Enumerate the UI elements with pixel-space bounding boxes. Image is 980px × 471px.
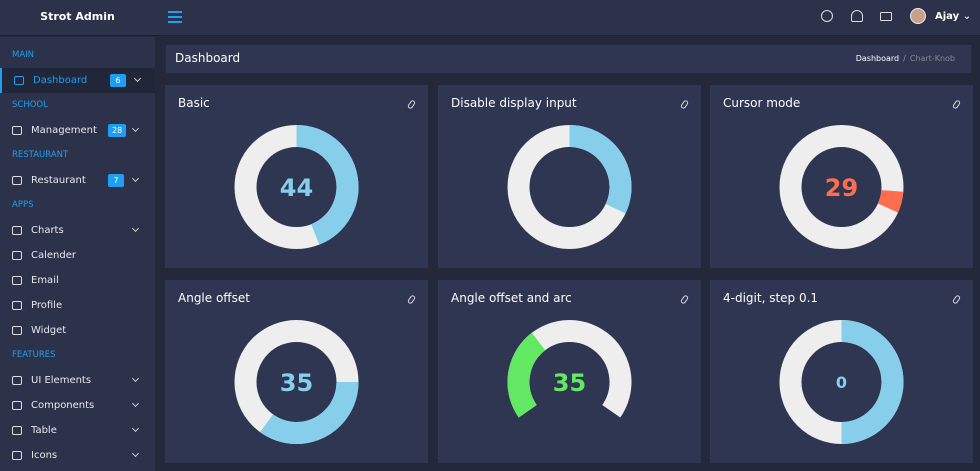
- mail-icon[interactable]: [880, 12, 892, 21]
- user-name[interactable]: Ajay ⌄: [935, 11, 972, 22]
- nav-label[interactable]: Widget: [31, 325, 67, 336]
- nav-item[interactable]: Components: [0, 393, 155, 418]
- nav-label[interactable]: Profile: [31, 300, 63, 311]
- nav-item[interactable]: Dashboard 6: [0, 68, 155, 93]
- knob-value: 35: [553, 369, 586, 397]
- nav-badge: 28: [108, 124, 127, 137]
- knob[interactable]: 35: [438, 280, 701, 463]
- menu-toggle[interactable]: [168, 11, 182, 23]
- nav-icon: [12, 126, 22, 135]
- nav-label[interactable]: Dashboard: [33, 75, 88, 86]
- knob-value-arc: [568, 125, 632, 214]
- knob-value-arc: [507, 332, 546, 418]
- chevron: [133, 74, 142, 83]
- nav-label[interactable]: Restaurant: [31, 175, 86, 186]
- nav-icon: [12, 226, 22, 235]
- nav-icon: [12, 251, 22, 260]
- nav-badge: 6: [110, 74, 126, 87]
- knob-track: [779, 125, 904, 249]
- chevron: [131, 124, 140, 133]
- nav-item[interactable]: Management 28: [0, 118, 155, 143]
- knob-value-arc: [260, 381, 359, 444]
- chevron: [131, 399, 140, 408]
- nav-icon: [12, 326, 22, 335]
- knob-value-arc: [841, 320, 904, 444]
- knob-card: 44 Basic: [165, 85, 428, 268]
- knob-card: 0 4-digit, step 0.1: [710, 280, 973, 463]
- nav-icon: [12, 401, 22, 410]
- knob[interactable]: [438, 85, 701, 268]
- sidebar: MAIN Dashboard 6 SCHOOL Management 28 RESTAURA…: [0, 37, 155, 471]
- nav-item[interactable]: Charts: [0, 218, 155, 243]
- nav-label[interactable]: Email: [31, 275, 59, 286]
- knob-value-arc: [877, 189, 904, 213]
- knob[interactable]: 29: [710, 85, 973, 268]
- knob-value-arc: [295, 125, 359, 245]
- nav-label[interactable]: Calender: [31, 250, 76, 261]
- chevron: [131, 374, 140, 383]
- knob[interactable]: 35: [165, 280, 428, 463]
- card-title: Cursor mode: [723, 96, 801, 110]
- crumb: Chart-Knob: [909, 54, 955, 63]
- knob-value: 29: [825, 174, 858, 202]
- nav-label[interactable]: Table: [31, 425, 57, 436]
- section-label: SCHOOL: [12, 100, 48, 110]
- knob-card: 35 Angle offset and arc: [438, 280, 701, 463]
- nav-item[interactable]: Icons: [0, 443, 155, 468]
- section-label: FEATURES: [12, 350, 56, 360]
- nav-item[interactable]: Profile: [0, 293, 155, 318]
- nav-badge: 7: [108, 174, 124, 187]
- top-bar: Strot Admin Ajay ⌄: [0, 0, 980, 36]
- page-title: Dashboard: [175, 51, 241, 65]
- nav-item[interactable]: Calender: [0, 243, 155, 268]
- crumb[interactable]: Dashboard: [855, 54, 900, 63]
- chevron: [131, 174, 140, 183]
- bell-icon[interactable]: [851, 10, 863, 22]
- knob-value: 0: [836, 373, 847, 392]
- user-label[interactable]: Ajay: [935, 11, 960, 22]
- card-title: Angle offset: [178, 291, 250, 305]
- knob[interactable]: 0: [710, 280, 973, 463]
- nav-label[interactable]: UI Elements: [31, 375, 92, 386]
- section-label: MAIN: [12, 50, 35, 60]
- knob-card: 35 Angle offset: [165, 280, 428, 463]
- nav-icon: [12, 376, 22, 385]
- search-icon[interactable]: [821, 10, 833, 22]
- card-title: Basic: [178, 96, 210, 110]
- nav-item[interactable]: Email: [0, 268, 155, 293]
- knob-card: Disable display input: [438, 85, 701, 268]
- nav-icon: [14, 76, 24, 85]
- avatar[interactable]: [910, 8, 926, 24]
- nav-item[interactable]: Table: [0, 418, 155, 443]
- breadcrumb: Dashboard / Chart-Knob: [855, 54, 955, 63]
- section-label: APPS: [12, 200, 34, 210]
- nav-icon: [12, 451, 22, 460]
- chevron: [131, 424, 140, 433]
- knob-value: 44: [280, 174, 313, 202]
- nav-icon: [12, 301, 22, 310]
- section-label: RESTAURANT: [12, 150, 69, 160]
- nav-label[interactable]: Icons: [31, 450, 58, 461]
- chevron: [131, 449, 140, 458]
- page-title-bar: Dashboard Dashboard / Chart-Knob: [165, 44, 972, 74]
- nav-label[interactable]: Management: [31, 125, 97, 136]
- nav-item[interactable]: UI Elements: [0, 368, 155, 393]
- knob-value: 35: [280, 369, 313, 397]
- nav-item[interactable]: Widget: [0, 318, 155, 343]
- card-title: 4-digit, step 0.1: [723, 291, 819, 305]
- card-title: Disable display input: [451, 96, 577, 110]
- nav-label[interactable]: Components: [31, 400, 95, 411]
- nav-icon: [12, 276, 22, 285]
- knob-card: 29 Cursor mode: [710, 85, 973, 268]
- chevron: [131, 224, 140, 233]
- knob[interactable]: 44: [165, 85, 428, 268]
- brand: Strot Admin: [40, 10, 115, 23]
- nav-item[interactable]: Restaurant 7: [0, 168, 155, 193]
- nav-icon: [12, 426, 22, 435]
- nav-label[interactable]: Charts: [31, 225, 64, 236]
- card-title: Angle offset and arc: [451, 291, 572, 305]
- nav-icon: [12, 176, 22, 185]
